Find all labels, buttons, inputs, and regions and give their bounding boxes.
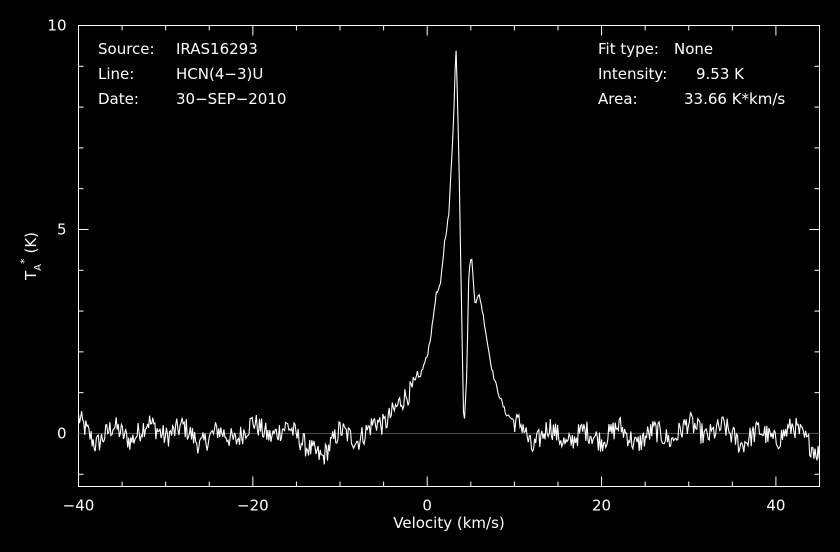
x-tick-label: −40 bbox=[63, 497, 95, 515]
fit-type-key: Fit type: bbox=[598, 40, 659, 58]
y-axis-label-sup: * bbox=[18, 258, 31, 264]
axis-ticks bbox=[78, 25, 820, 487]
svg-text:TA*(K): TA* (K) bbox=[18, 232, 44, 281]
line-value: HCN(4−3)U bbox=[176, 65, 263, 83]
plot-frame bbox=[78, 25, 820, 487]
area-key: Area: bbox=[598, 90, 638, 108]
line-key: Line: bbox=[98, 65, 134, 83]
x-tick-label: 40 bbox=[766, 497, 785, 515]
x-tick-label: 20 bbox=[592, 497, 611, 515]
fit-type-value: None bbox=[674, 40, 713, 58]
date-key: Date: bbox=[98, 90, 139, 108]
x-tick-label: −20 bbox=[237, 497, 269, 515]
y-tick-label: 10 bbox=[47, 17, 66, 35]
intensity-value: 9.53 K bbox=[696, 65, 745, 83]
y-tick-label: 5 bbox=[57, 220, 67, 238]
source-value: IRAS16293 bbox=[176, 40, 258, 58]
x-tick-label: 0 bbox=[422, 497, 432, 515]
date-value: 30−SEP−2010 bbox=[176, 90, 286, 108]
intensity-key: Intensity: bbox=[598, 65, 667, 83]
spectrum-series-line bbox=[77, 50, 820, 465]
y-axis-label-main: T bbox=[22, 270, 40, 281]
y-tick-label: 0 bbox=[57, 424, 67, 442]
y-axis-label-unit: (K) bbox=[22, 232, 40, 254]
area-value: 33.66 K*km/s bbox=[684, 90, 785, 108]
x-axis-label: Velocity (km/s) bbox=[393, 514, 504, 532]
source-key: Source: bbox=[98, 40, 155, 58]
axis-tick-labels: −40 −20 0 20 40 0 5 10 bbox=[47, 17, 785, 515]
y-axis-label-sub: A bbox=[33, 264, 44, 271]
y-axis-label: TA* (K) bbox=[18, 232, 44, 281]
